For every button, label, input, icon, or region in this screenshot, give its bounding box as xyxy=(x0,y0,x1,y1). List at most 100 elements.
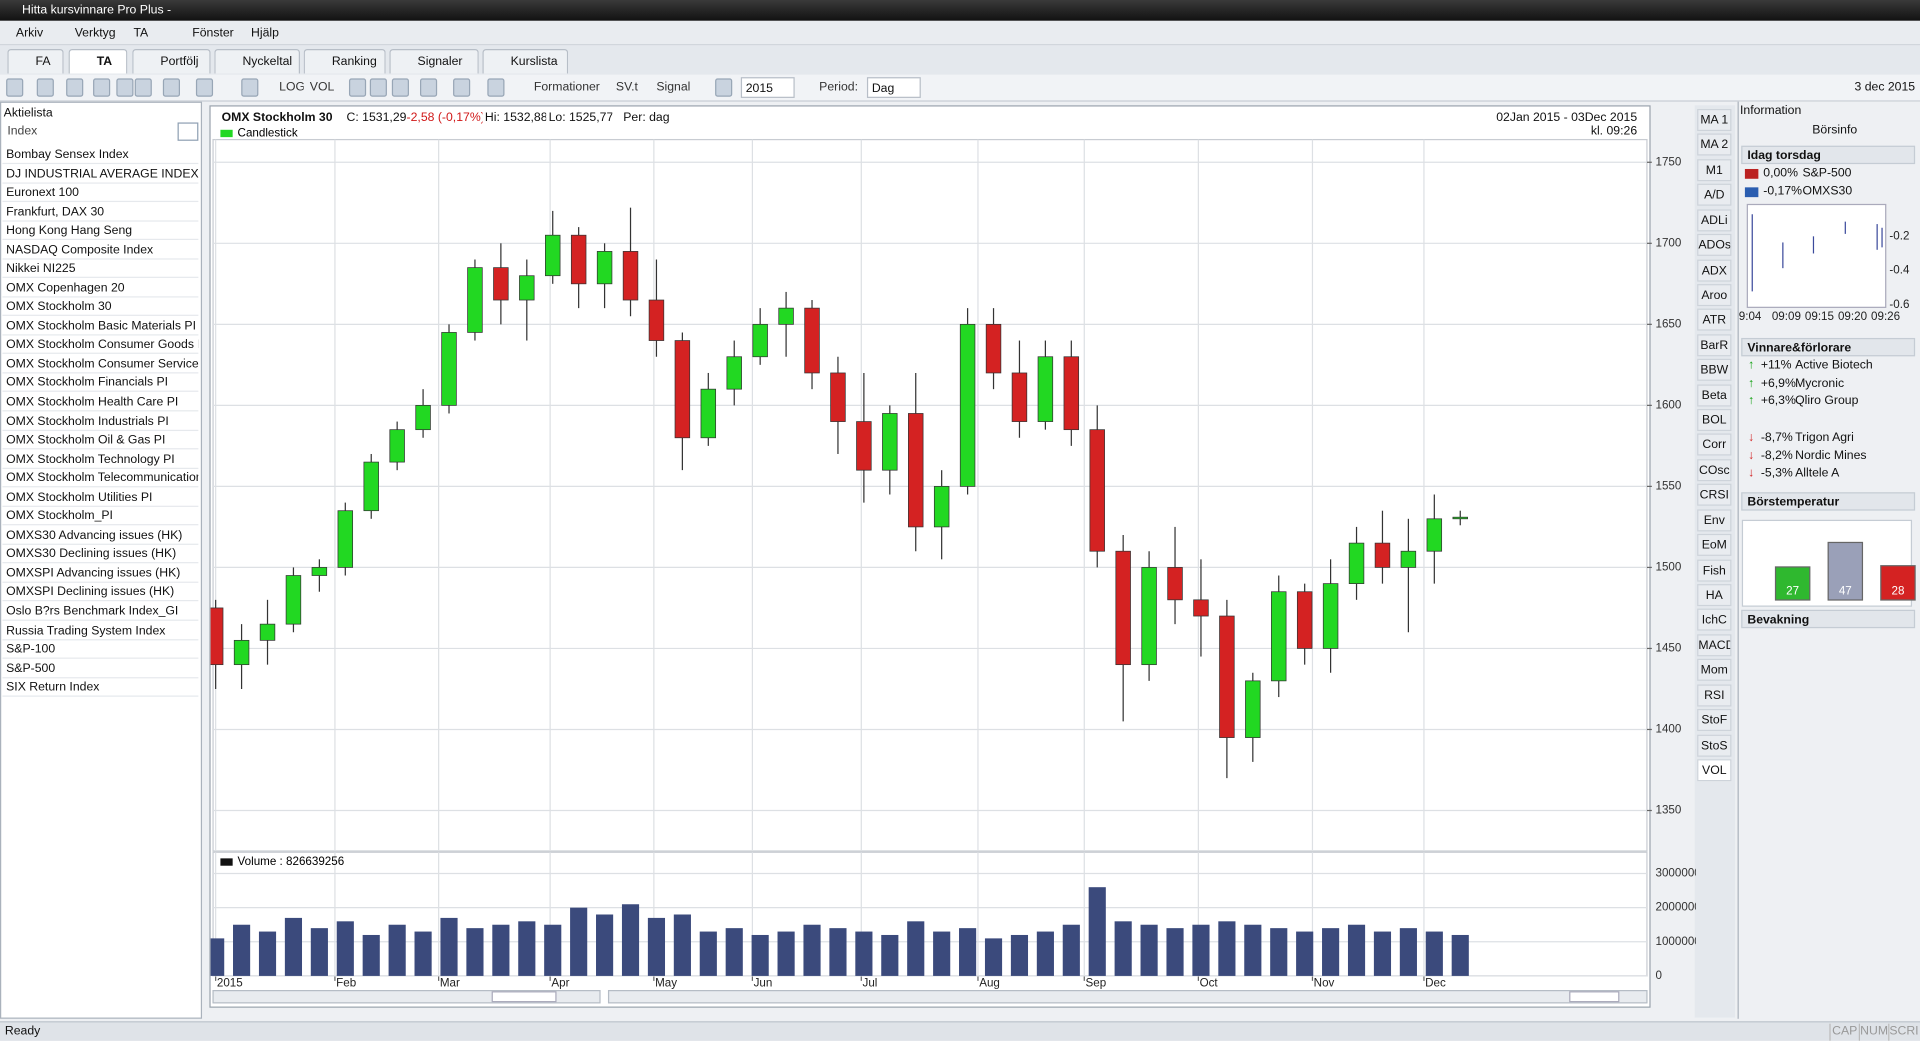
toolbar-icon[interactable] xyxy=(162,78,181,97)
list-item[interactable]: OMX Stockholm_PI xyxy=(2,507,199,526)
section-header[interactable]: Idag torsdag xyxy=(1741,145,1916,165)
indicator-button[interactable]: M1 xyxy=(1697,158,1732,182)
list-item[interactable]: S&P-100 xyxy=(2,640,199,659)
indicator-button[interactable]: Fish xyxy=(1697,559,1732,582)
list-item[interactable]: Hong Kong Hang Seng xyxy=(2,222,199,241)
section-header[interactable]: Bevakning xyxy=(1741,609,1916,629)
indicator-button[interactable]: A/D xyxy=(1697,183,1732,207)
toolbar-icon[interactable] xyxy=(487,78,505,97)
indicator-button[interactable]: ATR xyxy=(1697,309,1732,332)
list-item[interactable]: Euronext 100 xyxy=(2,184,199,203)
indicator-button[interactable]: StoS xyxy=(1697,734,1732,757)
mover-name[interactable]: Mycronic xyxy=(1795,376,1845,391)
indicator-button[interactable]: MA 2 xyxy=(1697,133,1732,157)
toolbar-item[interactable]: SV.t xyxy=(615,80,638,95)
mover-name[interactable]: Trigon Agri xyxy=(1795,431,1854,445)
list-item[interactable]: Russia Trading System Index xyxy=(2,621,199,640)
list-item[interactable]: OMX Stockholm Consumer Services PI xyxy=(2,355,199,374)
toolbar-icon[interactable] xyxy=(391,78,409,97)
list-item[interactable]: OMX Stockholm Telecommunications... xyxy=(2,469,199,488)
menu-item[interactable]: Verktyg xyxy=(74,26,116,41)
indicator-button[interactable]: Mom xyxy=(1697,659,1732,682)
toolbar-icon[interactable] xyxy=(93,78,111,97)
tab[interactable]: Portfölj xyxy=(132,48,211,74)
menu-item[interactable]: Hjälp xyxy=(251,26,279,41)
indicator-button[interactable]: BarR xyxy=(1697,333,1732,357)
tab[interactable]: Signaler xyxy=(389,48,479,74)
tab[interactable]: FA xyxy=(7,48,64,74)
toolbar-item[interactable]: Dag xyxy=(866,77,921,98)
toolbar-icon[interactable] xyxy=(715,78,733,97)
toolbar-item[interactable]: VOL xyxy=(309,80,335,95)
toolbar-icon[interactable] xyxy=(241,78,259,97)
indicator-button[interactable]: ADLi xyxy=(1697,208,1732,232)
indicator-button[interactable]: StoF xyxy=(1697,709,1732,732)
list-item[interactable]: SIX Return Index xyxy=(2,679,199,697)
list-item[interactable]: OMX Stockholm Utilities PI xyxy=(2,488,199,507)
list-item[interactable]: OMX Stockholm Oil & Gas PI xyxy=(2,431,199,450)
list-item[interactable]: OMXS30 Advancing issues (HK) xyxy=(2,526,199,545)
list-item[interactable]: Oslo B?rs Benchmark Index_GI xyxy=(2,602,199,621)
info-source[interactable]: Börsinfo xyxy=(1812,123,1858,138)
indicator-button[interactable]: EoM xyxy=(1697,534,1732,557)
tab[interactable]: Kurslista xyxy=(482,48,569,74)
list-filter[interactable]: Index xyxy=(7,124,38,139)
section-header[interactable]: Vinnare&förlorare xyxy=(1741,337,1916,357)
toolbar-icon[interactable] xyxy=(453,78,471,97)
indicator-button[interactable]: CRSI xyxy=(1697,484,1732,507)
list-item[interactable]: OMX Stockholm Technology PI xyxy=(2,450,199,469)
section-header[interactable]: Börstemperatur xyxy=(1741,492,1916,511)
toolbar-item[interactable]: LOG xyxy=(279,80,304,95)
toolbar-item[interactable]: Formationer xyxy=(533,80,600,95)
toolbar-icon[interactable] xyxy=(369,78,387,97)
indicator-button[interactable]: IchC xyxy=(1697,609,1732,632)
list-item[interactable]: Frankfurt, DAX 30 xyxy=(2,203,199,222)
indicator-button[interactable]: BBW xyxy=(1697,359,1732,382)
indicator-button[interactable]: VOL xyxy=(1697,759,1732,782)
indicator-button[interactable]: BOL xyxy=(1697,409,1732,432)
toolbar-icon[interactable] xyxy=(348,78,367,97)
list-item[interactable]: OMX Stockholm Consumer Goods PI xyxy=(2,336,199,355)
list-item[interactable]: OMX Stockholm 30 xyxy=(2,297,199,317)
toolbar-item[interactable]: Period: xyxy=(819,80,858,95)
list-item[interactable]: Bombay Sensex Index xyxy=(2,146,199,165)
mover-name[interactable]: Qliro Group xyxy=(1795,394,1859,409)
tab[interactable]: Ranking xyxy=(303,48,386,74)
list-item[interactable]: OMX Stockholm Health Care PI xyxy=(2,393,199,412)
indicator-button[interactable]: ADOs xyxy=(1697,233,1732,257)
mover-name[interactable]: Nordic Mines xyxy=(1795,449,1867,463)
tab[interactable]: TA xyxy=(68,48,128,74)
indicator-button[interactable]: Corr xyxy=(1697,434,1732,457)
toolbar-item[interactable]: Signal xyxy=(656,80,691,95)
indicator-button[interactable]: COsc xyxy=(1697,459,1732,482)
list-item[interactable]: Nikkei NI225 xyxy=(2,260,199,279)
list-item[interactable]: OMX Stockholm Basic Materials PI xyxy=(2,317,199,336)
list-item[interactable]: OMX Stockholm Financials PI xyxy=(2,374,199,393)
list-item[interactable]: S&P-500 xyxy=(2,659,199,678)
toolbar-icon[interactable] xyxy=(134,78,152,97)
list-item[interactable]: OMX Copenhagen 20 xyxy=(2,279,199,298)
indicator-button[interactable]: MACD xyxy=(1697,634,1732,657)
toolbar-icon[interactable] xyxy=(66,78,84,97)
list-item[interactable]: OMXSPI Advancing issues (HK) xyxy=(2,564,199,583)
indicator-button[interactable]: ADX xyxy=(1697,258,1732,282)
indicator-button[interactable]: HA xyxy=(1697,584,1732,607)
indicator-button[interactable]: Aroo xyxy=(1697,284,1732,307)
toolbar-icon[interactable] xyxy=(420,78,438,97)
toolbar-icon[interactable] xyxy=(6,78,24,97)
list-item[interactable]: OMXSPI Declining issues (HK) xyxy=(2,583,199,602)
toolbar-icon[interactable] xyxy=(36,78,54,97)
list-item[interactable]: OMX Stockholm Industrials PI xyxy=(2,412,199,431)
list-item[interactable]: DJ INDUSTRIAL AVERAGE INDEX xyxy=(2,165,199,184)
indicator-button[interactable]: Env xyxy=(1697,509,1732,532)
indicator-button[interactable]: RSI xyxy=(1697,684,1732,707)
menu-item[interactable]: TA xyxy=(133,26,149,41)
toolbar-item[interactable]: 2015 xyxy=(740,77,795,98)
list-item[interactable]: NASDAQ Composite Index xyxy=(2,241,199,260)
indicator-button[interactable]: Beta xyxy=(1697,384,1732,407)
menu-item[interactable]: Arkiv xyxy=(15,26,44,41)
list-item[interactable]: OMXS30 Declining issues (HK) xyxy=(2,545,199,564)
tab[interactable]: Nyckeltal xyxy=(214,48,301,74)
mover-name[interactable]: Alltele A xyxy=(1795,467,1840,481)
mover-name[interactable]: Active Biotech xyxy=(1795,358,1873,373)
